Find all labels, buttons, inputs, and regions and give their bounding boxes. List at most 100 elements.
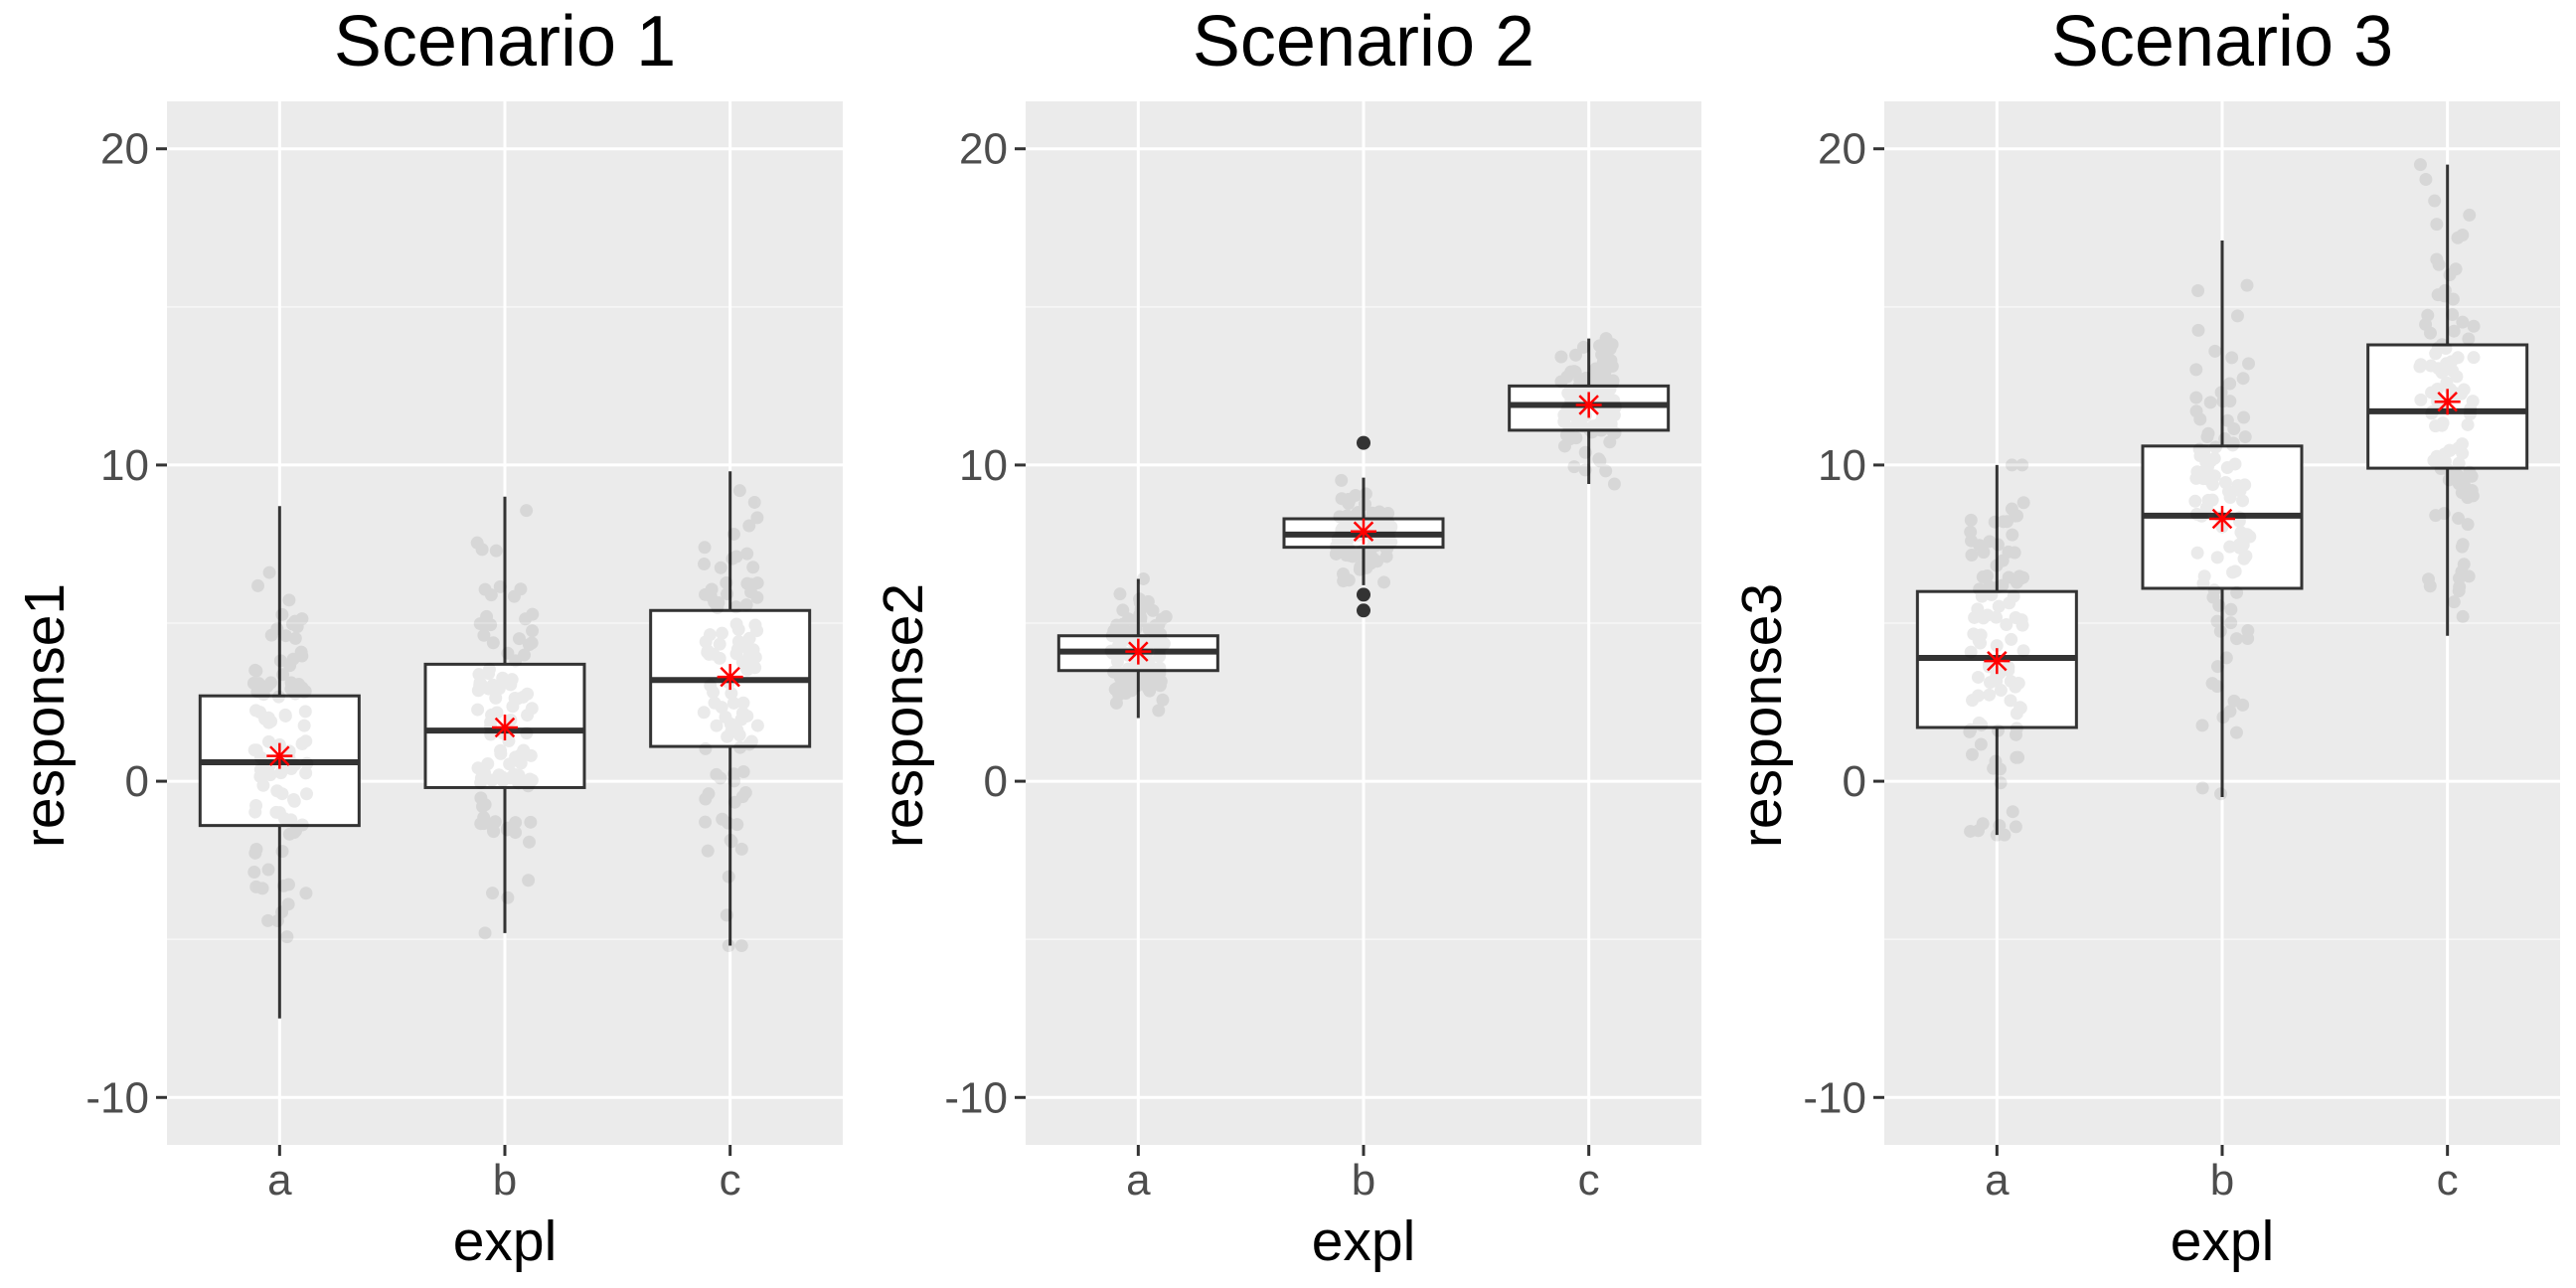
data-point — [1154, 627, 1168, 641]
y-tick-label: 10 — [959, 441, 1008, 490]
data-point — [750, 590, 764, 604]
data-point — [1586, 419, 1600, 433]
data-point — [1120, 630, 1134, 644]
data-point — [1342, 542, 1356, 556]
data-point — [2210, 680, 2224, 694]
data-point — [471, 703, 485, 717]
data-point — [1110, 683, 1124, 697]
data-point — [1112, 688, 1126, 702]
data-point — [1972, 634, 1986, 648]
data-point — [292, 678, 306, 692]
data-point — [1354, 560, 1368, 573]
data-point — [746, 643, 760, 657]
data-point — [474, 776, 488, 790]
data-point — [1331, 532, 1345, 546]
data-point — [1604, 377, 1618, 391]
data-point — [745, 646, 759, 660]
data-point — [2451, 231, 2465, 244]
data-point — [280, 930, 294, 944]
data-point — [2010, 707, 2023, 721]
data-point — [501, 646, 515, 660]
data-point — [525, 773, 539, 787]
data-point — [2009, 820, 2022, 834]
data-point — [735, 656, 749, 670]
data-point — [2461, 518, 2475, 532]
data-point — [1606, 377, 1620, 391]
data-point — [724, 717, 737, 730]
data-point — [698, 541, 712, 555]
data-point — [722, 939, 735, 953]
data-point — [732, 484, 746, 498]
data-point — [261, 716, 275, 729]
data-point — [2450, 468, 2464, 482]
jitter-points — [470, 504, 540, 940]
data-point — [1113, 587, 1127, 601]
data-point — [1121, 662, 1135, 676]
data-point — [1965, 548, 1979, 562]
data-point — [2449, 262, 2463, 276]
data-point — [1152, 704, 1166, 718]
data-point — [2465, 483, 2479, 497]
data-point — [1586, 380, 1600, 394]
data-point — [2227, 694, 2241, 708]
data-point — [474, 791, 488, 805]
box-c — [649, 471, 812, 953]
data-point — [2005, 458, 2018, 472]
data-point — [731, 622, 745, 636]
data-point — [2431, 288, 2445, 302]
data-point — [1154, 675, 1168, 689]
data-point — [750, 719, 764, 732]
data-point — [2003, 596, 2016, 610]
data-point — [297, 686, 311, 700]
data-point — [1133, 657, 1147, 671]
data-point — [1153, 679, 1167, 693]
data-point — [1554, 350, 1568, 364]
data-point — [2196, 576, 2210, 590]
data-point — [1153, 649, 1167, 663]
data-point — [2190, 507, 2204, 521]
data-point — [1137, 635, 1151, 649]
data-point — [503, 771, 517, 785]
data-point — [2455, 437, 2469, 451]
data-point — [2423, 579, 2437, 593]
data-point — [1972, 824, 1986, 838]
data-point — [1143, 684, 1157, 698]
data-point — [1138, 678, 1152, 692]
data-point — [1560, 402, 1574, 416]
data-point — [490, 706, 504, 720]
data-point — [730, 642, 744, 656]
data-point — [279, 629, 293, 643]
data-point — [2439, 360, 2453, 374]
data-point — [287, 793, 301, 807]
data-point — [2429, 419, 2443, 433]
data-point — [514, 582, 528, 596]
data-point — [2013, 701, 2027, 715]
data-point — [2462, 332, 2476, 346]
y-tick-label: -10 — [944, 1073, 1008, 1122]
x-tick-label: a — [1985, 1156, 2010, 1205]
data-point — [738, 786, 752, 800]
data-point — [1983, 535, 1997, 549]
data-point — [2214, 386, 2228, 400]
data-point — [2227, 422, 2241, 436]
data-point — [288, 614, 302, 628]
data-point — [1964, 723, 1978, 736]
y-tick-label: 20 — [959, 125, 1008, 174]
data-point — [2004, 674, 2017, 688]
data-point — [2439, 342, 2453, 356]
data-point — [1136, 635, 1150, 649]
box-b — [423, 496, 586, 940]
data-point — [1607, 402, 1621, 416]
data-point — [1599, 409, 1613, 423]
chart-title: Scenario 3 — [2051, 2, 2393, 81]
data-point — [1369, 534, 1383, 548]
data-point — [1112, 666, 1126, 680]
data-point — [1360, 558, 1373, 571]
data-point — [2006, 805, 2019, 819]
data-point — [2012, 569, 2026, 583]
data-point — [484, 588, 498, 602]
data-point — [1129, 616, 1143, 630]
data-point — [727, 767, 741, 781]
data-point — [1990, 559, 2004, 572]
data-point — [710, 767, 724, 781]
